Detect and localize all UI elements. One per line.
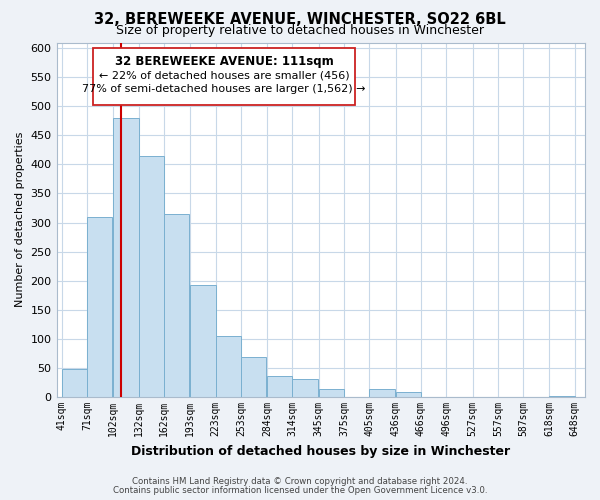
Bar: [319, 388, 344, 397]
Bar: [215, 336, 241, 397]
Bar: [190, 284, 215, 397]
Y-axis label: Number of detached properties: Number of detached properties: [15, 132, 25, 308]
Text: Size of property relative to detached houses in Winchester: Size of property relative to detached ho…: [116, 24, 484, 37]
X-axis label: Distribution of detached houses by size in Winchester: Distribution of detached houses by size …: [131, 444, 511, 458]
Bar: [113, 118, 139, 397]
Text: 32 BEREWEEKE AVENUE: 111sqm: 32 BEREWEEKE AVENUE: 111sqm: [115, 56, 334, 68]
Bar: [292, 380, 318, 397]
Text: ← 22% of detached houses are smaller (456): ← 22% of detached houses are smaller (45…: [98, 70, 349, 81]
Bar: [395, 392, 421, 397]
Bar: [87, 216, 112, 397]
Text: Contains HM Land Registry data © Crown copyright and database right 2024.: Contains HM Land Registry data © Crown c…: [132, 477, 468, 486]
Text: Contains public sector information licensed under the Open Government Licence v3: Contains public sector information licen…: [113, 486, 487, 495]
FancyBboxPatch shape: [93, 48, 355, 104]
Bar: [241, 356, 266, 397]
Bar: [62, 370, 87, 397]
Bar: [370, 388, 395, 397]
Bar: [267, 376, 292, 397]
Bar: [139, 156, 164, 397]
Text: 32, BEREWEEKE AVENUE, WINCHESTER, SO22 6BL: 32, BEREWEEKE AVENUE, WINCHESTER, SO22 6…: [94, 12, 506, 28]
Bar: [164, 214, 189, 397]
Text: 77% of semi-detached houses are larger (1,562) →: 77% of semi-detached houses are larger (…: [82, 84, 366, 94]
Bar: [550, 396, 575, 397]
